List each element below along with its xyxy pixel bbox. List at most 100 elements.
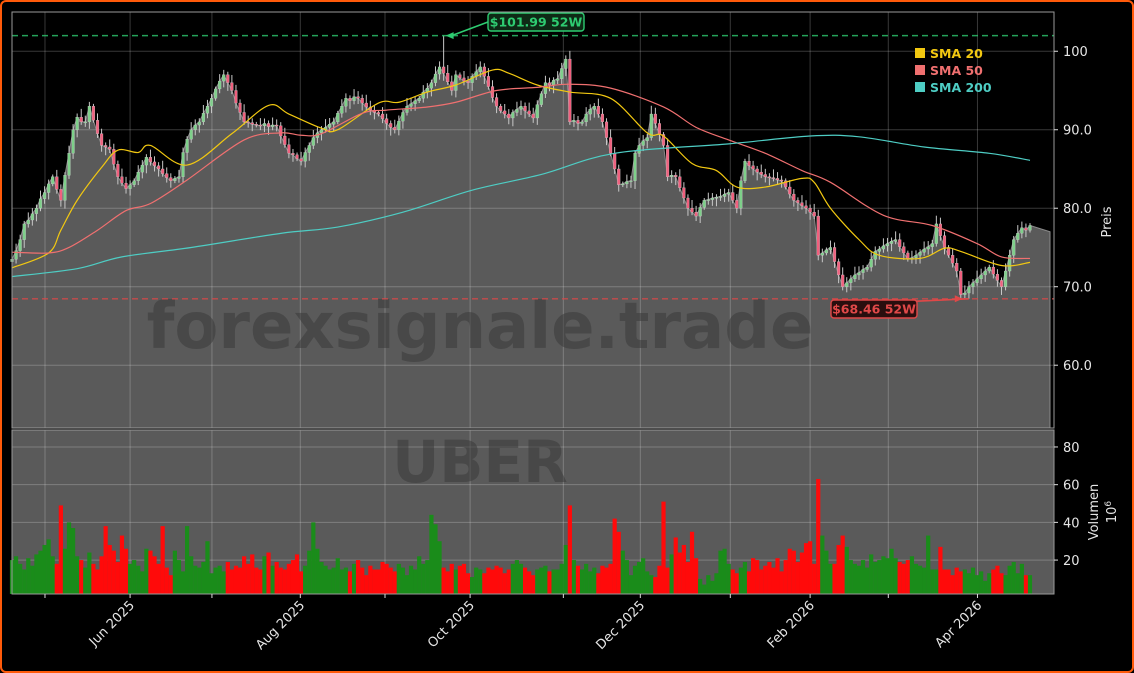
candle-body [393, 127, 397, 130]
candle-body [238, 102, 242, 113]
volume-bar [282, 569, 287, 594]
volume-axis-label: Volumen [1087, 484, 1102, 541]
candle-body [775, 178, 780, 181]
volume-bar [217, 565, 222, 594]
volume-bar [172, 550, 177, 594]
volume-bar [974, 575, 980, 594]
legend-label-sma50: SMA 50 [930, 63, 983, 78]
volume-bar [616, 531, 621, 594]
candle-body [246, 121, 250, 124]
volume-bar [722, 548, 727, 594]
candle-body [617, 168, 621, 185]
candle-body [600, 113, 604, 123]
candle-body [319, 129, 324, 134]
candle-body [140, 164, 144, 173]
candle-body [975, 278, 979, 283]
candle-body [433, 73, 438, 83]
volume-bar [404, 575, 410, 594]
candle-body [999, 280, 1004, 287]
candle-body [254, 124, 258, 126]
candle-body [869, 259, 873, 268]
candle-body [735, 200, 739, 209]
candle-body [710, 197, 714, 200]
volume-tick-label: 20 [1063, 554, 1080, 569]
volume-bar [885, 558, 890, 594]
x-tick-label: Aug 2025 [253, 598, 308, 653]
candle-body [661, 134, 666, 146]
candle-body [26, 219, 30, 225]
candle-body [83, 121, 87, 124]
volume-bar [225, 561, 230, 594]
volume-bar [824, 550, 829, 594]
candle-body [832, 247, 837, 262]
candle-body [633, 153, 637, 181]
candle-body [169, 177, 173, 181]
candle-body [849, 278, 853, 283]
candle-body [649, 113, 653, 138]
volume-bar [290, 560, 296, 594]
volume-bar [343, 567, 349, 594]
volume-bar [396, 563, 401, 594]
candle-body [230, 82, 234, 91]
volume-bar [502, 573, 507, 594]
candle-body [197, 121, 201, 126]
volume-bar [294, 554, 300, 594]
candle-body [804, 205, 808, 209]
volume-bar [922, 567, 927, 594]
candle-body [462, 77, 466, 82]
candle-body [515, 109, 519, 113]
candle-body [91, 106, 95, 121]
candle-body [1012, 239, 1016, 256]
volume-bar [897, 561, 902, 594]
candle-body [930, 243, 934, 247]
high-label-box [487, 12, 585, 32]
candle-body [287, 144, 291, 154]
candle-body [71, 129, 75, 154]
candle-body [446, 73, 450, 83]
candle-body [124, 182, 128, 189]
candle-body [702, 200, 706, 208]
candle-body [75, 117, 79, 130]
volume-bar [331, 567, 336, 594]
candle-body [853, 274, 857, 280]
candle-body [478, 66, 482, 72]
volume-bar [856, 565, 862, 594]
volume-bar [893, 558, 898, 594]
candle-body [275, 124, 279, 127]
candle-body [637, 145, 641, 154]
volume-bar [1011, 561, 1016, 594]
candle-body [857, 272, 861, 276]
candle-body [214, 88, 218, 99]
candle-body [348, 98, 352, 101]
volume-bar [751, 558, 756, 594]
volume-bar [657, 565, 662, 594]
candle-body [454, 74, 458, 91]
candle-body [645, 137, 649, 141]
candle-body [759, 171, 763, 175]
candle-body [714, 197, 719, 199]
volume-bar [123, 548, 129, 594]
candle-body [572, 120, 576, 123]
candle-body [596, 106, 600, 115]
candle-body [621, 183, 625, 186]
volume-bar [311, 522, 316, 594]
candle-body [47, 183, 51, 193]
candle-body [381, 113, 385, 119]
volume-bar [486, 567, 491, 594]
candle-body [442, 66, 446, 74]
volume-bar [710, 580, 715, 594]
volume-bar [30, 565, 35, 594]
volume-bar [79, 560, 84, 594]
volume-bar [559, 563, 564, 594]
volume-bar [527, 571, 532, 594]
volume-bar [372, 569, 377, 594]
volume-bar [742, 561, 748, 594]
volume-bar [498, 567, 503, 594]
volume-bar [852, 563, 858, 594]
candle-body [739, 180, 743, 209]
volume-bar [987, 573, 992, 594]
volume-unit-label: 106 [1104, 501, 1120, 524]
candle-body [898, 239, 902, 247]
